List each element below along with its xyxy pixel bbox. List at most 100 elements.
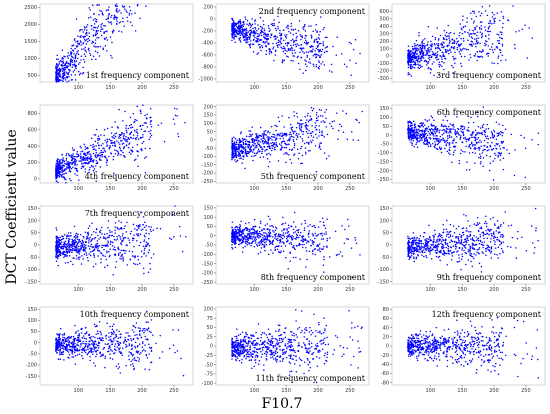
scatter-point (84, 231, 87, 234)
scatter-point (150, 123, 152, 126)
scatter-point (145, 232, 147, 235)
scatter-point (419, 66, 422, 68)
scatter-point (140, 229, 143, 231)
scatter-point (98, 144, 100, 147)
scatter-point (128, 12, 131, 15)
scatter-point (491, 22, 493, 25)
scatter-point (290, 28, 293, 31)
scatter-point (248, 130, 250, 132)
scatter-point (294, 226, 297, 228)
scatter-point (86, 151, 88, 154)
scatter-point (119, 21, 122, 23)
scatter-point (100, 159, 102, 161)
scatter-point (447, 24, 450, 27)
scatter-point (493, 157, 496, 160)
scatter-point (493, 129, 495, 132)
scatter-point (466, 129, 469, 131)
scatter-point (476, 132, 478, 134)
scatter-point (106, 144, 109, 146)
scatter-point (421, 54, 424, 56)
scatter-point (318, 131, 321, 134)
scatter-point (340, 53, 343, 55)
scatter-point (284, 222, 287, 224)
scatter-point (407, 52, 409, 55)
scatter-point (104, 139, 106, 141)
scatter-point (96, 27, 99, 29)
scatter-point (466, 21, 468, 23)
scatter-point (469, 143, 471, 146)
scatter-point (482, 123, 485, 126)
scatter-point (407, 61, 409, 64)
scatter-point (524, 24, 526, 26)
scatter-point (441, 133, 444, 136)
scatter-point (125, 231, 128, 233)
scatter-point (87, 233, 90, 235)
scatter-point (262, 41, 265, 44)
scatter-point (324, 47, 327, 49)
scatter-point (280, 144, 282, 146)
scatter-point (415, 53, 418, 55)
scatter-point (501, 26, 504, 29)
scatter-point (315, 56, 317, 59)
scatter-point (499, 148, 501, 150)
scatter-point (302, 140, 304, 142)
scatter-point (303, 243, 305, 246)
scatter-point (430, 128, 433, 130)
scatter-point (253, 38, 255, 41)
scatter-point (316, 117, 318, 119)
scatter-point (303, 41, 306, 44)
scatter-point (411, 142, 414, 145)
y-tick-label: -200 (378, 69, 389, 75)
scatter-point (259, 251, 262, 254)
scatter-point (488, 38, 490, 40)
scatter-point (413, 120, 415, 123)
scatter-point (128, 5, 131, 8)
scatter-point (64, 262, 67, 264)
scatter-point (74, 57, 76, 60)
scatter-point (478, 132, 480, 134)
scatter-point (242, 36, 245, 39)
scatter-point (298, 126, 301, 128)
scatter-point (82, 41, 85, 44)
scatter-point (280, 148, 282, 150)
scatter-point (458, 160, 461, 162)
scatter-point (69, 235, 72, 237)
scatter-point (459, 138, 461, 140)
scatter-point (282, 241, 285, 244)
scatter-point (415, 63, 417, 66)
scatter-point (122, 137, 125, 140)
scatter-point (231, 39, 233, 42)
scatter-point (75, 67, 77, 70)
scatter-point (493, 62, 495, 65)
scatter-point (83, 58, 85, 61)
scatter-point (273, 19, 275, 21)
scatter-point (143, 240, 145, 243)
scatter-point (67, 232, 70, 234)
scatter-point (490, 46, 493, 48)
scatter-point (84, 27, 86, 29)
scatter-point (101, 156, 103, 158)
scatter-point (301, 35, 303, 37)
scatter-point (280, 142, 283, 144)
scatter-point (435, 125, 437, 128)
scatter-point (437, 43, 440, 45)
scatter-point (480, 132, 483, 135)
scatter-point (283, 126, 285, 128)
y-tick-label: 300 (379, 31, 389, 37)
scatter-point (450, 51, 452, 53)
scatter-point (92, 148, 95, 151)
scatter-point (499, 159, 502, 161)
scatter-point (257, 35, 259, 38)
scatter-point (95, 244, 98, 247)
scatter-point (107, 220, 110, 222)
scatter-point (115, 149, 118, 152)
scatter-point (111, 41, 113, 44)
scatter-point (122, 258, 125, 260)
y-tick-label: 0 (210, 17, 213, 23)
scatter-point (292, 236, 295, 238)
scatter-point (321, 130, 323, 132)
scatter-point (287, 56, 289, 58)
scatter-point (251, 18, 253, 20)
scatter-point (103, 37, 106, 40)
scatter-point (292, 55, 294, 57)
